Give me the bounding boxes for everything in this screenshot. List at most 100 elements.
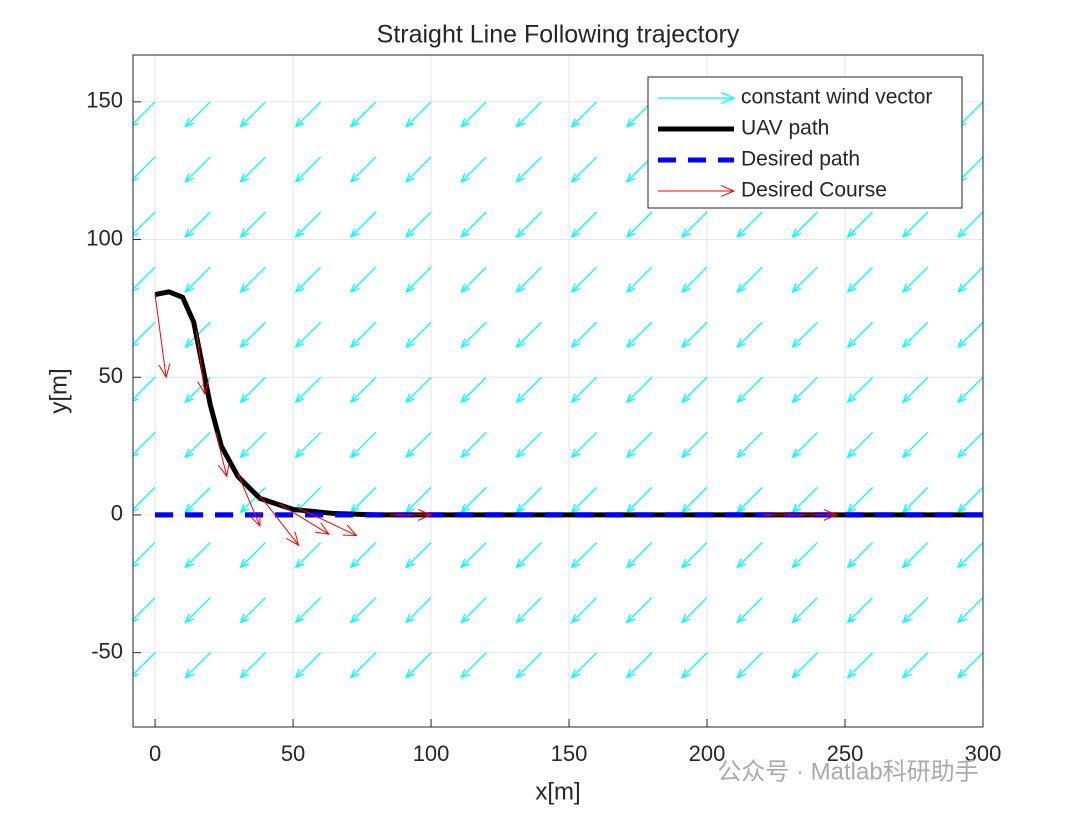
wind-arrow <box>239 486 266 514</box>
wind-arrow <box>460 376 487 404</box>
wind-arrow <box>184 101 211 128</box>
wind-arrow <box>349 431 377 459</box>
wind-arrow <box>791 431 818 459</box>
wind-arrow <box>405 376 432 404</box>
wind-arrow <box>405 266 432 294</box>
wind-arrow <box>133 101 156 127</box>
wind-arrow <box>736 321 763 349</box>
wind-arrow <box>515 101 542 128</box>
wind-arrow <box>901 376 929 404</box>
wind-arrow <box>460 431 487 459</box>
wind-arrow <box>294 542 322 569</box>
wind-arrow <box>239 321 266 349</box>
wind-arrow <box>570 266 598 294</box>
x-tick-label: 200 <box>689 741 726 766</box>
wind-arrow <box>460 211 487 238</box>
course-arrow <box>195 330 209 396</box>
wind-arrow <box>294 431 322 459</box>
ticks: 0 50 100 150 200 250 300 -50 0 50 100 150 <box>86 88 1001 766</box>
wind-arrow <box>184 431 211 459</box>
wind-arrow <box>570 542 598 569</box>
wind-arrow <box>901 321 929 349</box>
wind-arrow <box>239 211 266 238</box>
wind-arrow <box>349 101 377 128</box>
wind-arrow <box>681 486 708 514</box>
wind-arrow <box>736 431 763 459</box>
wind-arrow <box>681 376 708 404</box>
wind-arrow <box>184 211 211 238</box>
wind-arrow <box>570 486 598 514</box>
wind-arrow <box>681 321 708 349</box>
wind-arrow <box>846 321 874 349</box>
y-tick-label: -50 <box>91 638 123 663</box>
wind-arrow <box>349 652 377 679</box>
course-arrow <box>259 495 300 547</box>
wind-arrow <box>681 431 708 459</box>
wind-arrow <box>901 486 929 514</box>
wind-arrow <box>956 266 983 294</box>
wind-arrow <box>460 266 487 294</box>
wind-arrow <box>901 431 929 459</box>
wind-arrow <box>460 542 487 569</box>
wind-arrow <box>133 542 156 567</box>
wind-arrow <box>681 542 708 569</box>
wind-arrow <box>133 376 156 402</box>
x-tick-label: 150 <box>551 741 588 766</box>
course-arrow <box>215 432 230 478</box>
y-tick-label: 50 <box>99 363 123 388</box>
wind-arrow <box>736 652 763 679</box>
axes-box <box>132 54 984 728</box>
x-tick-label: 50 <box>281 741 305 766</box>
wind-arrow <box>349 266 377 294</box>
wind-arrow <box>791 376 818 404</box>
wind-arrow <box>294 321 322 349</box>
wind-arrow <box>791 211 818 238</box>
wind-arrow <box>846 431 874 459</box>
wind-arrow <box>515 652 542 679</box>
wind-arrow <box>184 542 211 569</box>
wind-arrow <box>570 156 598 183</box>
wind-arrow <box>239 101 266 128</box>
wind-arrow <box>901 542 929 569</box>
wind-arrow <box>791 652 818 679</box>
wind-arrow <box>239 266 266 294</box>
x-tick-label: 0 <box>149 741 161 766</box>
legend-swatch <box>658 185 736 197</box>
wind-arrow <box>956 321 983 349</box>
wind-arrow <box>239 376 266 404</box>
wind-arrow <box>239 542 266 569</box>
x-tick-label: 100 <box>413 741 450 766</box>
wind-arrow <box>294 376 322 404</box>
wind-arrow <box>294 211 322 238</box>
wind-arrow <box>625 266 653 294</box>
wind-arrow <box>184 597 211 624</box>
wind-arrow <box>901 211 929 238</box>
wind-arrow <box>570 431 598 459</box>
wind-arrow <box>956 376 983 404</box>
legend-box <box>647 76 963 209</box>
wind-arrow <box>625 542 653 569</box>
course-arrow <box>762 509 839 521</box>
wind-arrow <box>405 486 432 514</box>
wind-arrow <box>736 266 763 294</box>
wind-arrow <box>736 542 763 569</box>
legend-swatch <box>658 91 736 105</box>
wind-arrow <box>570 376 598 404</box>
course-arrow <box>237 473 261 528</box>
wind-arrow <box>736 486 763 514</box>
wind-arrow <box>294 156 322 183</box>
wind-arrow <box>405 156 432 183</box>
wind-arrow <box>625 376 653 404</box>
legend-label: constant wind vector <box>741 86 932 109</box>
wind-arrow <box>846 266 874 294</box>
uav-path <box>154 289 983 518</box>
course-arrow <box>154 294 171 379</box>
wind-arrow <box>133 156 156 182</box>
wind-arrow <box>625 321 653 349</box>
wind-arrow <box>570 321 598 349</box>
wind-arrow <box>405 211 432 238</box>
wind-arrow <box>515 321 542 349</box>
wind-arrow <box>133 431 156 457</box>
wind-arrow <box>625 597 653 624</box>
